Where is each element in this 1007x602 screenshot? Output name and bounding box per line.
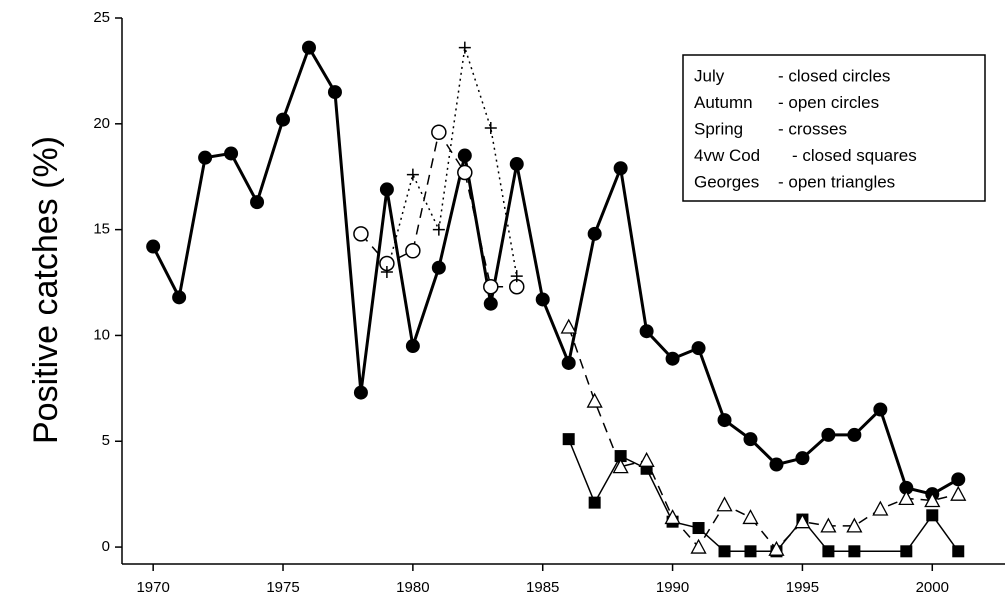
point [510, 270, 523, 283]
legend-name: Autumn [694, 93, 753, 112]
y-tick-label: 10 [93, 326, 110, 343]
y-tick-label: 0 [102, 538, 110, 555]
point [562, 433, 575, 446]
point [483, 279, 499, 295]
point [586, 392, 603, 408]
legend-name: 4vw Cod [694, 146, 760, 165]
legend-description: - crosses [778, 119, 847, 138]
point [483, 296, 498, 311]
legend-description: - closed circles [778, 66, 890, 85]
point [821, 427, 836, 442]
point [950, 485, 967, 501]
point [744, 545, 757, 558]
x-tick-label: 1990 [656, 579, 689, 596]
point [301, 40, 316, 55]
point [769, 457, 784, 472]
y-tick-label: 5 [102, 432, 110, 449]
point [718, 545, 731, 558]
point [405, 243, 421, 259]
legend-description: - closed squares [792, 146, 917, 165]
point [561, 355, 576, 370]
point [432, 223, 445, 236]
point [198, 150, 213, 165]
point [250, 195, 265, 210]
series-line [567, 326, 959, 551]
point [431, 260, 446, 275]
point [353, 226, 369, 242]
point [665, 351, 680, 366]
point [639, 324, 654, 339]
point [924, 492, 941, 508]
point [353, 385, 368, 400]
point [820, 517, 837, 533]
x-tick-label: 2000 [916, 579, 949, 596]
series-line [386, 47, 518, 277]
point [846, 517, 863, 533]
legend-name: Georges [694, 172, 759, 191]
y-tick-label: 20 [93, 115, 110, 132]
y-tick-label: 15 [93, 221, 110, 238]
point [638, 451, 655, 467]
point [379, 182, 394, 197]
point [613, 161, 628, 176]
point [690, 538, 707, 554]
point [898, 490, 915, 506]
point [588, 496, 601, 509]
point [822, 545, 835, 558]
point [327, 85, 342, 100]
x-tick-label: 1970 [136, 579, 169, 596]
x-tick-label: 1995 [786, 579, 819, 596]
point [484, 122, 497, 135]
point [431, 124, 447, 141]
point [900, 545, 913, 558]
y-axis-label: Positive catches (%) [27, 136, 65, 444]
point [847, 427, 862, 442]
legend-description: - open circles [778, 93, 879, 112]
point [224, 146, 239, 161]
x-tick-label: 1985 [526, 579, 559, 596]
point [717, 413, 732, 428]
point [768, 540, 785, 556]
x-tick-label: 1975 [266, 579, 299, 596]
point [926, 509, 939, 522]
legend: July - closed circles Autumn - open circles… [682, 54, 986, 202]
point [146, 239, 161, 254]
point [664, 509, 681, 525]
point [872, 500, 889, 516]
point [535, 292, 550, 307]
point [692, 522, 705, 535]
point [380, 265, 393, 278]
point [691, 341, 706, 356]
point [457, 148, 472, 163]
point [716, 496, 733, 512]
point [873, 402, 888, 417]
point [406, 168, 419, 181]
point [951, 472, 966, 487]
point [509, 157, 524, 172]
legend-description: - open triangles [778, 172, 895, 191]
point [743, 432, 758, 447]
point [405, 339, 420, 354]
point [848, 545, 861, 558]
point [276, 112, 291, 127]
point [172, 290, 187, 305]
point [899, 480, 914, 495]
point [457, 164, 473, 181]
point [458, 41, 471, 54]
point [612, 458, 629, 474]
point [952, 545, 965, 558]
point [742, 509, 759, 525]
point [794, 513, 811, 529]
y-tick-label: 25 [93, 9, 110, 26]
point [795, 451, 810, 466]
point [587, 226, 602, 241]
point [614, 450, 627, 463]
x-tick-label: 1980 [396, 579, 429, 596]
legend-name: Spring [694, 119, 743, 138]
legend-name: July [694, 66, 725, 85]
point [560, 318, 577, 334]
legend-box [682, 54, 986, 202]
